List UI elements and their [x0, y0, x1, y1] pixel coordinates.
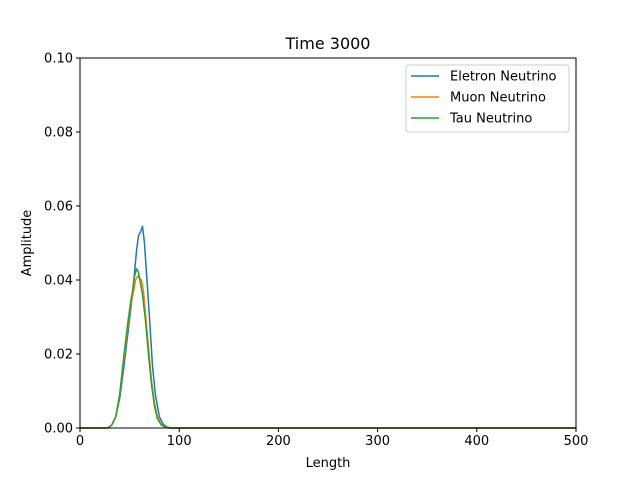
- series-line-2: [79, 268, 577, 429]
- x-tick-label: 100: [167, 434, 192, 449]
- x-tick-label: 500: [564, 434, 589, 449]
- y-tick-label: 0.10: [44, 52, 73, 67]
- y-tick-label: 0.04: [44, 274, 73, 289]
- y-axis: 0.00 0.02 0.04 0.06 0.08 0.10: [44, 52, 80, 437]
- x-tick-label: 300: [365, 434, 390, 449]
- x-axis: 0 100 200 300 400 500: [76, 428, 589, 449]
- legend-label-1: Muon Neutrino: [450, 91, 546, 106]
- x-tick-label: 200: [266, 434, 291, 449]
- y-axis-label: Amplitude: [20, 210, 35, 277]
- legend-box: [405, 64, 570, 133]
- y-tick-label: 0.08: [44, 126, 73, 141]
- chart-title: Time 3000: [285, 34, 371, 53]
- x-tick-label: 0: [76, 434, 84, 449]
- plot-frame: [79, 57, 577, 429]
- legend-label-2: Tau Neutrino: [449, 112, 532, 127]
- y-tick-label: 0.02: [44, 348, 73, 363]
- y-tick-label: 0.06: [44, 200, 73, 215]
- x-tick-label: 400: [464, 434, 489, 449]
- plot-content: [79, 225, 577, 429]
- legend: Eletron Neutrino Muon Neutrino Tau Neutrin…: [405, 64, 570, 133]
- y-tick-label: 0.00: [44, 422, 73, 437]
- legend-label-0: Eletron Neutrino: [450, 70, 557, 85]
- x-axis-label: Length: [306, 456, 351, 471]
